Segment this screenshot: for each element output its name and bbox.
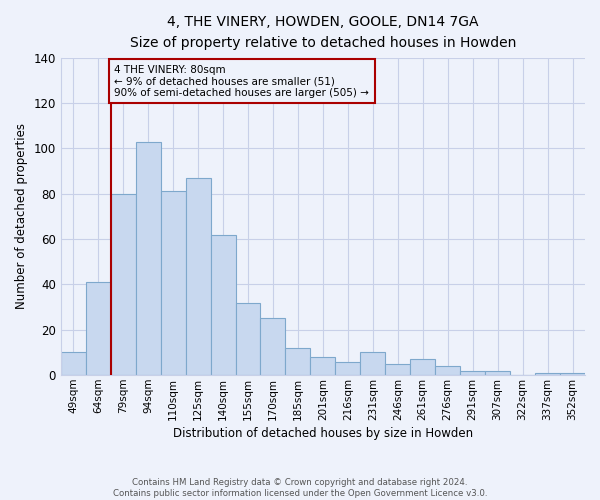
Text: Contains HM Land Registry data © Crown copyright and database right 2024.
Contai: Contains HM Land Registry data © Crown c… (113, 478, 487, 498)
Bar (136, 142, 161, 375)
Bar (485, 370, 510, 375)
Bar (185, 178, 211, 375)
Text: 4 THE VINERY: 80sqm
← 9% of detached houses are smaller (51)
90% of semi-detache: 4 THE VINERY: 80sqm ← 9% of detached hou… (115, 64, 370, 98)
Bar (435, 366, 460, 375)
Bar (310, 357, 335, 375)
Bar (361, 352, 385, 375)
Bar (535, 373, 560, 375)
X-axis label: Distribution of detached houses by size in Howden: Distribution of detached houses by size … (173, 427, 473, 440)
Bar (335, 362, 361, 375)
Bar (211, 234, 236, 375)
Bar (86, 282, 111, 375)
Bar (410, 360, 435, 375)
Bar (61, 352, 86, 375)
Bar (385, 364, 410, 375)
Bar (111, 194, 136, 375)
Bar (161, 192, 185, 375)
Bar (460, 370, 485, 375)
Bar (286, 348, 310, 375)
Title: 4, THE VINERY, HOWDEN, GOOLE, DN14 7GA
Size of property relative to detached hou: 4, THE VINERY, HOWDEN, GOOLE, DN14 7GA S… (130, 15, 516, 50)
Bar (260, 318, 286, 375)
Bar (236, 302, 260, 375)
Y-axis label: Number of detached properties: Number of detached properties (15, 124, 28, 310)
Bar (560, 373, 585, 375)
